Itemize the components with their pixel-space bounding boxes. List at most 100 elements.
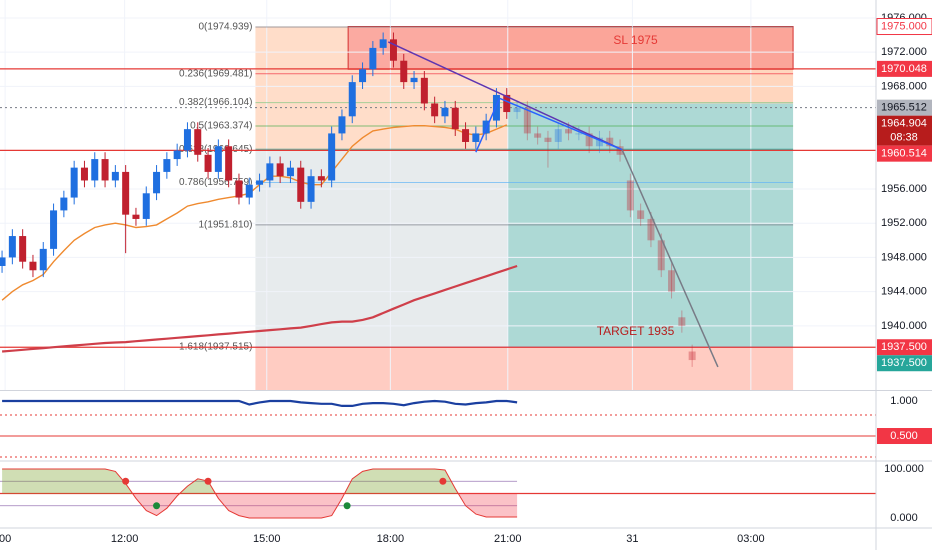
y-tick-label: 0.000 xyxy=(890,512,918,524)
candle-body xyxy=(142,193,150,219)
y-tick-label: 1956.000 xyxy=(881,183,927,195)
candle-body xyxy=(523,107,531,134)
candle-body xyxy=(317,176,325,181)
moving-average xyxy=(1,124,508,301)
signal-dot xyxy=(439,477,447,485)
trendline xyxy=(499,97,623,151)
candle-body xyxy=(503,94,511,113)
candle-body xyxy=(647,218,655,241)
price-badge-label: 1964.904 xyxy=(881,118,927,130)
trendline xyxy=(387,41,623,151)
zone xyxy=(507,103,794,348)
candle-body xyxy=(276,163,284,177)
zone xyxy=(347,26,794,70)
candle-body xyxy=(637,210,645,219)
candle-body xyxy=(400,60,408,83)
y-tick-label: 1952.000 xyxy=(881,217,927,229)
price-badge xyxy=(877,339,932,356)
candle-body xyxy=(214,146,222,172)
fib-label: 0.786(1956.759) xyxy=(179,177,252,188)
candle-body xyxy=(688,351,696,361)
candle-body xyxy=(163,159,171,172)
candle-body xyxy=(554,129,562,142)
oscillator-fill-down xyxy=(132,493,518,518)
x-tick-label: 00 xyxy=(0,533,11,545)
signal-dot xyxy=(153,502,161,510)
zone xyxy=(255,150,508,348)
candle-body xyxy=(492,94,500,121)
candle-body xyxy=(0,257,6,266)
price-badge xyxy=(877,145,932,162)
candle-body xyxy=(183,129,191,151)
candle-body xyxy=(575,133,583,135)
fib-label: 0.5(1963.374) xyxy=(190,121,252,132)
trendline xyxy=(475,98,501,153)
candle-body xyxy=(389,39,397,61)
signal-dot xyxy=(204,477,212,485)
price-badge xyxy=(876,18,932,36)
price-badge-label: 1970.048 xyxy=(881,63,927,75)
candle-body xyxy=(39,248,47,271)
fib-label: 0.382(1966.104) xyxy=(179,97,252,108)
candle-body xyxy=(225,146,233,181)
candle-body xyxy=(420,77,428,104)
y-tick-label: 1948.000 xyxy=(881,251,927,263)
y-tick-label: 1972.000 xyxy=(881,46,927,58)
candle-body xyxy=(431,103,439,117)
candle-body xyxy=(657,240,665,271)
y-tick-label: 100.000 xyxy=(884,463,924,475)
x-tick-label: 21:00 xyxy=(494,533,522,545)
candle-body xyxy=(348,82,356,117)
candle-body xyxy=(544,137,552,142)
price-badge-label: 1937.500 xyxy=(881,341,927,353)
candle-body xyxy=(410,77,418,83)
price-badge-label: 1937.500 xyxy=(881,357,927,369)
price-badge xyxy=(877,428,932,445)
candle-body xyxy=(595,137,603,147)
price-badge-label: 1975.000 xyxy=(881,20,927,32)
candle-body xyxy=(626,180,634,211)
candle-body xyxy=(29,261,37,271)
price-badge-label: 1965.512 xyxy=(881,102,927,114)
oscillator-fill-up xyxy=(2,469,518,494)
x-tick-label: 18:00 xyxy=(377,533,405,545)
candle-body xyxy=(369,47,377,70)
candle-body xyxy=(472,133,480,142)
candle-body xyxy=(122,171,130,215)
candle-body xyxy=(668,270,676,292)
candle-body xyxy=(328,133,336,181)
candle-body xyxy=(307,176,315,202)
zone xyxy=(255,347,794,390)
oscillator-line xyxy=(2,468,518,519)
price-badge-label: 1960.514 xyxy=(881,148,927,160)
candle-body xyxy=(585,133,593,147)
candle-body xyxy=(235,180,243,198)
candle-body xyxy=(91,159,99,181)
indicator-line xyxy=(2,399,518,407)
candle-body xyxy=(173,150,181,160)
candle-body xyxy=(678,317,686,326)
countdown-label: 08:38 xyxy=(890,132,918,144)
candle-body xyxy=(379,39,387,48)
candle-body xyxy=(204,154,212,172)
x-tick-label: 03:00 xyxy=(737,533,765,545)
candle-body xyxy=(101,159,109,181)
candle-body xyxy=(70,167,78,198)
candle-body xyxy=(132,214,140,219)
fib-label: 0.236(1969.481) xyxy=(179,68,252,79)
price-pane: 0(1974.939) 0.236(1969.481) 0.382(1966.104… xyxy=(0,0,876,390)
fib-label: 1(1951.810) xyxy=(198,219,252,230)
candle-body xyxy=(534,133,542,138)
candle-body xyxy=(462,129,470,142)
candle-body xyxy=(60,197,68,211)
zone xyxy=(507,26,794,104)
candle-body xyxy=(245,184,253,198)
candle-body xyxy=(8,236,16,258)
candle-body xyxy=(606,137,614,147)
candle-body xyxy=(80,167,88,181)
y-tick-label: 1944.000 xyxy=(881,286,927,298)
candle-body xyxy=(153,171,161,194)
